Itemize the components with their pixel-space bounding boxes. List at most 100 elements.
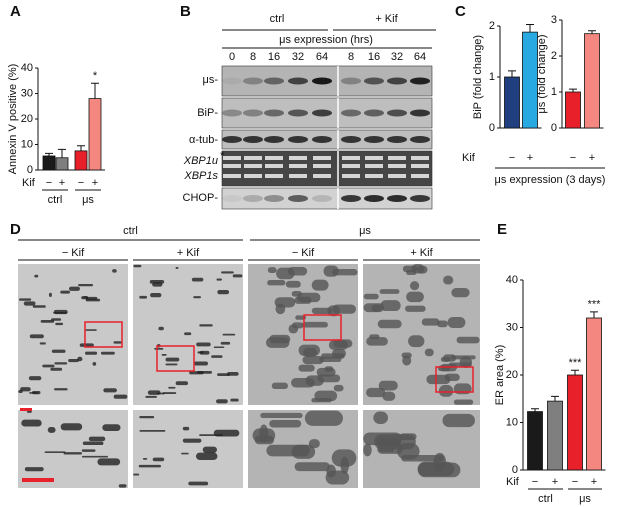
em-feature bbox=[291, 322, 304, 329]
em-feature bbox=[451, 288, 470, 298]
band bbox=[243, 77, 263, 85]
x-tick-label: + bbox=[589, 152, 595, 164]
em-feature bbox=[211, 355, 223, 358]
em-feature bbox=[269, 419, 302, 428]
band bbox=[244, 156, 262, 160]
y-axis-title: ER area (%) bbox=[494, 345, 506, 406]
band bbox=[265, 156, 283, 160]
y-tick-label: 30 bbox=[506, 321, 518, 333]
em-feature bbox=[424, 348, 434, 357]
scale-bar bbox=[22, 478, 54, 482]
em-feature bbox=[405, 305, 426, 312]
band bbox=[387, 195, 407, 202]
em-feature bbox=[366, 337, 388, 346]
em-feature bbox=[406, 270, 417, 276]
x-tick-label: − bbox=[509, 152, 515, 164]
error-bar bbox=[508, 70, 516, 77]
em-feature bbox=[188, 481, 209, 486]
em-image bbox=[133, 410, 243, 488]
band bbox=[411, 164, 429, 168]
error-bar bbox=[58, 148, 66, 158]
y-tick-label: 2 bbox=[551, 50, 557, 62]
group-label: ctrl bbox=[538, 493, 553, 505]
em-feature bbox=[302, 355, 324, 365]
em-feature bbox=[165, 363, 178, 366]
error-bar bbox=[551, 395, 559, 402]
band bbox=[365, 174, 383, 178]
band bbox=[342, 156, 360, 160]
em-feature bbox=[331, 348, 346, 359]
em-feature bbox=[165, 357, 180, 362]
error-bar bbox=[531, 408, 539, 412]
band bbox=[264, 195, 284, 202]
band bbox=[244, 174, 262, 178]
em-feature bbox=[193, 361, 208, 366]
band bbox=[223, 156, 241, 160]
condition-label: + Kif bbox=[410, 247, 433, 259]
band bbox=[289, 156, 307, 160]
em-feature bbox=[304, 410, 343, 426]
x-axis-title: Kif bbox=[506, 476, 520, 488]
band bbox=[289, 164, 307, 168]
em-feature bbox=[42, 364, 55, 368]
band bbox=[312, 195, 332, 202]
condition-label: + Kif bbox=[177, 247, 200, 259]
em-feature bbox=[79, 343, 94, 347]
bar bbox=[74, 150, 88, 171]
em-feature bbox=[421, 318, 440, 326]
em-feature bbox=[78, 284, 94, 287]
em-feature bbox=[213, 346, 225, 349]
em-feature bbox=[193, 296, 201, 299]
x-tick-label: − bbox=[572, 476, 578, 488]
em-feature bbox=[28, 376, 42, 381]
group-label: μs bbox=[359, 225, 371, 237]
em-feature bbox=[51, 318, 62, 321]
em-feature bbox=[438, 385, 454, 397]
error-bar bbox=[91, 82, 99, 99]
lane-label: 8 bbox=[348, 51, 354, 63]
band bbox=[222, 136, 242, 143]
em-feature bbox=[24, 467, 44, 472]
em-feature bbox=[161, 354, 167, 356]
row-label: XBP1u bbox=[183, 155, 218, 167]
band bbox=[364, 109, 384, 117]
row-label: α-tub- bbox=[189, 134, 218, 146]
em-feature bbox=[182, 426, 190, 431]
em-feature bbox=[162, 392, 177, 394]
lane-label: 32 bbox=[391, 51, 403, 63]
em-feature bbox=[378, 380, 398, 391]
em-feature bbox=[51, 349, 66, 353]
em-feature bbox=[118, 484, 127, 488]
em-feature bbox=[311, 307, 333, 314]
em-feature bbox=[371, 304, 382, 312]
em-feature bbox=[82, 441, 104, 446]
em-feature bbox=[377, 319, 402, 329]
em-feature bbox=[202, 446, 217, 453]
em-feature bbox=[54, 388, 68, 391]
band bbox=[243, 195, 263, 202]
panel-label: E bbox=[497, 221, 507, 238]
group-label: ctrl bbox=[123, 225, 138, 237]
x-axis-title: Kif bbox=[462, 152, 476, 164]
band bbox=[387, 136, 407, 143]
condition-label: − Kif bbox=[62, 247, 85, 259]
y-tick-label: 3 bbox=[551, 14, 557, 26]
em-feature bbox=[259, 424, 269, 442]
em-feature bbox=[97, 458, 121, 466]
em-feature bbox=[402, 355, 412, 366]
em-feature bbox=[195, 452, 218, 460]
em-feature bbox=[103, 388, 117, 393]
em-feature bbox=[382, 391, 396, 401]
em-feature bbox=[63, 452, 83, 455]
em-feature bbox=[47, 427, 56, 433]
em-feature bbox=[53, 311, 68, 314]
em-feature bbox=[260, 412, 303, 418]
band bbox=[222, 109, 242, 117]
bar bbox=[527, 411, 543, 471]
em-feature bbox=[191, 277, 204, 282]
em-feature bbox=[29, 334, 44, 339]
em-feature bbox=[332, 269, 358, 276]
lane-label: 0 bbox=[229, 51, 235, 63]
group-label: + Kif bbox=[375, 13, 398, 25]
